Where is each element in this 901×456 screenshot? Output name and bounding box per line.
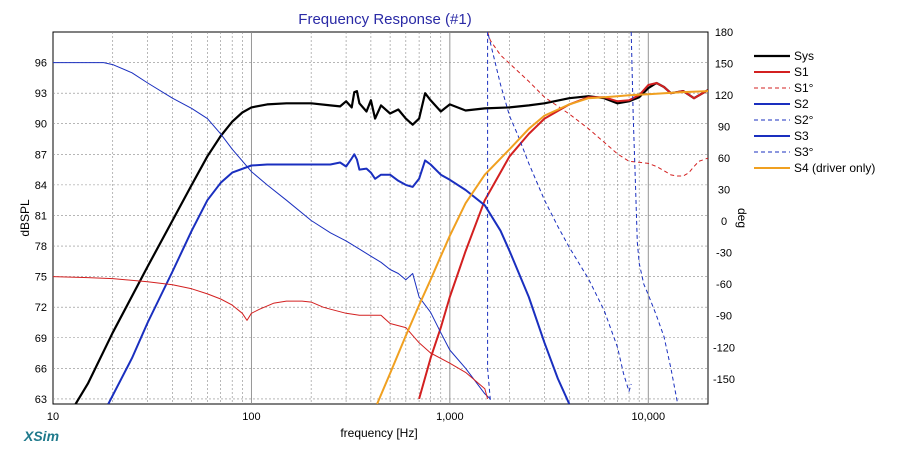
- legend-label: S3: [794, 129, 809, 143]
- y-tick-label: 69: [35, 333, 47, 345]
- y-tick-label: 72: [35, 302, 47, 314]
- y-tick-label: 96: [35, 58, 47, 70]
- y2-tick-label: 60: [718, 153, 730, 165]
- series-s2: [630, 32, 678, 402]
- y2-tick-label: 120: [715, 90, 733, 102]
- legend-label: S2°: [794, 113, 814, 127]
- y-tick-label: 78: [35, 241, 47, 253]
- y2-tick-label: -150: [713, 374, 735, 386]
- legend-label: S2: [794, 97, 809, 111]
- legend-label: S4 (driver only): [794, 161, 875, 175]
- series-layer: [53, 32, 708, 404]
- legend-label: S1°: [794, 81, 814, 95]
- series-s1: [487, 32, 708, 177]
- y-tick-label: 66: [35, 363, 47, 375]
- chart-title: Frequency Response (#1): [298, 11, 471, 28]
- y2-tick-label: -90: [716, 311, 732, 323]
- series-s3-lf: [53, 276, 489, 400]
- y2-tick-label: -30: [716, 248, 732, 260]
- legend-label: Sys: [794, 49, 814, 63]
- legend-label: S3°: [794, 145, 814, 159]
- y2-tick-label: 180: [715, 27, 733, 39]
- x-axis-label: frequency [Hz]: [340, 426, 417, 440]
- x-tick-label: 1,000: [436, 411, 464, 423]
- y-tick-label: 90: [35, 119, 47, 131]
- xsim-logo: XSim: [23, 428, 59, 444]
- series-s4-driver-only: [376, 90, 708, 404]
- y-tick-label: 93: [35, 88, 47, 100]
- y2-axis-label: deg: [735, 208, 749, 228]
- series-s2: [107, 153, 571, 404]
- series-s3: [53, 62, 491, 400]
- x-tick-label: 100: [242, 411, 260, 423]
- plot-area: [52, 31, 709, 405]
- y-tick-label: 81: [35, 210, 47, 222]
- y-axis-label: dBSPL: [18, 199, 32, 237]
- y2-tick-label: 30: [718, 185, 730, 197]
- y2-tick-label: -120: [713, 342, 735, 354]
- x-tick-label: 10: [47, 411, 59, 423]
- y2-tick-label: -60: [716, 279, 732, 291]
- y2-tick-label: 90: [718, 122, 730, 134]
- y2-tick-label: 150: [715, 59, 733, 71]
- legend-label: S1: [794, 65, 809, 79]
- legend: Sys S1 S1° S2 S2° S3 S3° S4 (driver only): [754, 49, 875, 175]
- tick-layer: 63 66 69 72 75 78 81 84 87 90 93 96 -150 -120 -90 -60 -3…: [35, 27, 735, 423]
- y-tick-label: 87: [35, 149, 47, 161]
- y-tick-label: 63: [35, 394, 47, 406]
- grid-layer: [52, 31, 709, 405]
- x-tick-label: 10,000: [631, 411, 665, 423]
- y-tick-label: 84: [35, 180, 47, 192]
- y-tick-label: 75: [35, 272, 47, 284]
- y2-tick-label: 0: [721, 216, 727, 228]
- series-sys: [74, 81, 708, 404]
